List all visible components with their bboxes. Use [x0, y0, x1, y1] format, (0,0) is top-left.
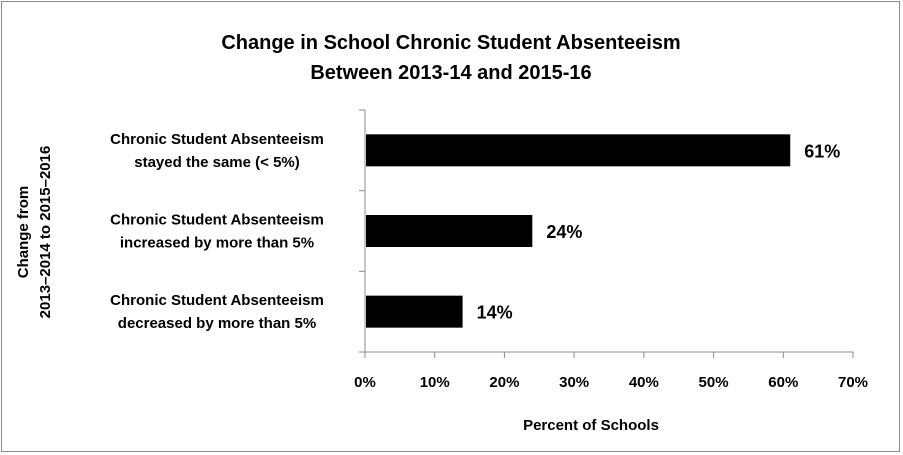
bar [366, 215, 533, 247]
x-tick-label: 0% [354, 374, 376, 391]
bar [366, 134, 791, 167]
x-tick-label: 30% [559, 374, 589, 391]
data-label: 61% [804, 141, 840, 161]
x-tick-label: 70% [838, 374, 868, 391]
x-tick-labels: 0% 10% 20% 30% 40% 50% 60% 70% [354, 374, 868, 391]
chart-title-line-1: Change in School Chronic Student Absente… [221, 32, 680, 54]
category-labels: Chronic Student Absenteeism stayed the sa… [110, 131, 324, 332]
bar [366, 295, 463, 328]
x-tick-label: 60% [768, 374, 798, 391]
category-label: stayed the same (< 5%) [134, 154, 300, 171]
category-label: Chronic Student Absenteeism [110, 131, 324, 148]
y-axis-title-line-2: 2013–2014 to 2015–2016 [37, 146, 54, 319]
x-tick-label: 50% [699, 374, 729, 391]
data-label: 14% [477, 303, 513, 323]
category-label: decreased by more than 5% [118, 315, 316, 332]
chart-title-line-2: Between 2013-14 and 2015-16 [310, 62, 591, 84]
x-tick-label: 40% [629, 374, 659, 391]
data-label: 24% [546, 222, 582, 242]
category-label: increased by more than 5% [120, 235, 314, 252]
x-axis-title: Percent of Schools [523, 417, 659, 434]
data-labels: 61% 24% 14% [477, 141, 841, 322]
y-axis-title-line-1: Change from [15, 186, 32, 279]
bars-group [366, 134, 791, 328]
x-tick-label: 20% [489, 374, 519, 391]
y-axis-title: Change from 2013–2014 to 2015–2016 [15, 146, 54, 319]
category-label: Chronic Student Absenteeism [110, 292, 324, 309]
axes [359, 109, 854, 358]
x-tick-label: 10% [420, 374, 450, 391]
category-label: Chronic Student Absenteeism [110, 212, 324, 229]
